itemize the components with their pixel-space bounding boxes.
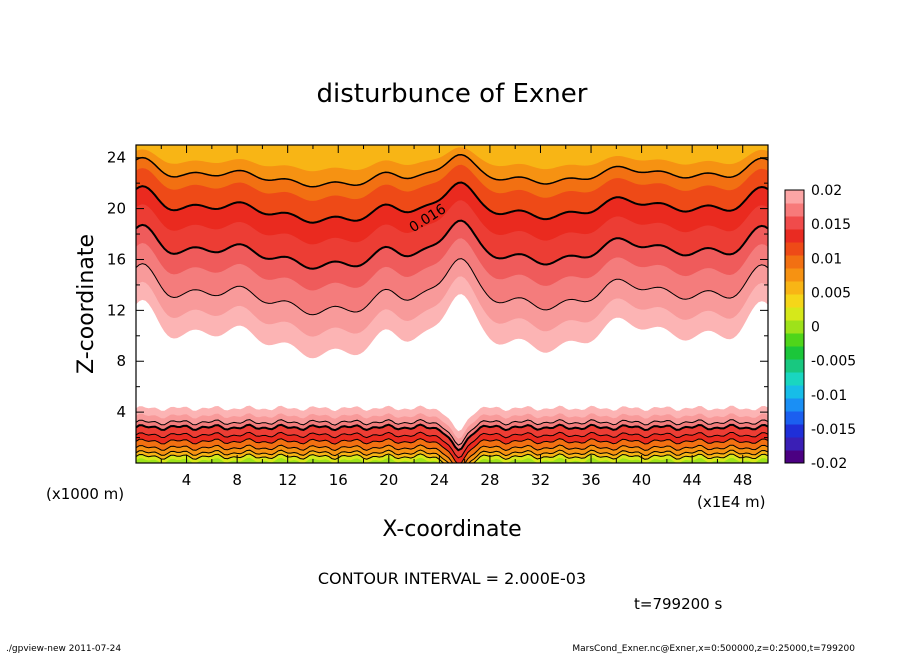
colorbar-label: -0.005 xyxy=(811,354,856,370)
x-unit-right: (x1E4 m) xyxy=(697,493,766,511)
x-tick-label: 28 xyxy=(480,471,499,489)
colorbar-swatch xyxy=(785,242,804,256)
x-tick-label: 40 xyxy=(632,471,651,489)
contour-line-lower xyxy=(136,418,768,446)
colorbar-swatch xyxy=(785,203,804,217)
x-axis-label: X-coordinate xyxy=(382,517,521,542)
contour-line-lower xyxy=(136,453,768,463)
colorbar-label: -0.01 xyxy=(811,388,847,404)
x-tick-label: 12 xyxy=(278,471,297,489)
colorbar-swatch xyxy=(785,281,804,295)
colorbar-label: 0.02 xyxy=(811,183,842,199)
x-tick-label: 8 xyxy=(232,471,242,489)
x-tick-label: 20 xyxy=(379,471,398,489)
colorbar-label: 0 xyxy=(811,320,820,336)
colorbar-swatch xyxy=(785,437,804,451)
x-tick-label: 24 xyxy=(430,471,449,489)
y-axis-ticks: 4 8 12 16 20 24 xyxy=(107,149,768,439)
contour-bands xyxy=(136,145,768,463)
y-tick-label: 12 xyxy=(107,301,126,319)
colorbar-label: 0.01 xyxy=(811,251,842,267)
colorbar-swatch xyxy=(785,307,804,321)
y-tick-label: 4 xyxy=(116,403,126,421)
contour-line xyxy=(136,258,768,316)
chart-title: disturbunce of Exner xyxy=(317,79,588,109)
colorbar-swatch xyxy=(785,398,804,412)
y-tick-label: 8 xyxy=(116,352,126,370)
contour-line xyxy=(136,219,768,270)
colorbar-swatch xyxy=(785,216,804,230)
colorbar-swatch xyxy=(785,346,804,360)
colorbar-swatch xyxy=(785,229,804,243)
y-axis-label: Z-coordinate xyxy=(74,234,99,374)
colorbar-swatch xyxy=(785,190,804,204)
x-unit-left: (x1000 m) xyxy=(46,485,124,503)
x-tick-label: 44 xyxy=(683,471,702,489)
colorbar-swatch xyxy=(785,424,804,438)
colorbar-label: -0.015 xyxy=(811,422,856,438)
footer-right: MarsCond_Exner.nc@Exner,x=0:500000,z=0:2… xyxy=(572,644,855,654)
contour-line-lower xyxy=(136,438,768,463)
x-axis-ticks: 4 8 12 16 20 24 28 32 36 40 44 48 xyxy=(160,145,752,489)
contour-line-lower xyxy=(136,444,768,463)
colorbar-swatch xyxy=(785,255,804,269)
contour-band xyxy=(136,145,768,172)
x-tick-label: 36 xyxy=(581,471,600,489)
contour-lines xyxy=(136,153,768,463)
colorbar-swatch xyxy=(785,333,804,347)
y-tick-label: 20 xyxy=(107,200,126,218)
time-text: t=799200 s xyxy=(634,595,722,613)
contour-line-lower xyxy=(136,449,768,463)
plot-area xyxy=(136,145,768,463)
x-tick-label: 48 xyxy=(733,471,752,489)
contour-line xyxy=(136,181,768,224)
colorbar-label: -0.02 xyxy=(811,456,847,472)
contour-interval-text: CONTOUR INTERVAL = 2.000E-03 xyxy=(318,569,586,588)
colorbar-label: 0.015 xyxy=(811,217,851,233)
colorbar-swatch xyxy=(785,385,804,399)
colorbar-swatch xyxy=(785,294,804,308)
contour-line xyxy=(136,153,768,188)
colorbar-swatch xyxy=(785,320,804,334)
colorbar-swatch xyxy=(785,411,804,425)
x-tick-label: 4 xyxy=(182,471,192,489)
contour-band-lower xyxy=(136,457,768,463)
contour-line-lower xyxy=(136,423,768,452)
x-tick-label: 16 xyxy=(329,471,348,489)
contour-line-lower xyxy=(136,431,768,459)
y-tick-label: 16 xyxy=(107,250,126,268)
colorbar-swatch xyxy=(785,268,804,282)
colorbar-label: 0.005 xyxy=(811,285,851,301)
x-tick-label: 32 xyxy=(531,471,550,489)
colorbar: 0.02 0.015 0.01 0.005 0 -0.005 -0.01 -0.015 -0.0… xyxy=(784,183,856,472)
plot-frame xyxy=(135,144,769,464)
colorbar-swatch xyxy=(785,372,804,386)
y-tick-label: 24 xyxy=(107,149,126,167)
colorbar-swatch xyxy=(785,359,804,373)
footer-left: ./gpview-new 2011-07-24 xyxy=(6,644,121,654)
colorbar-swatch xyxy=(785,450,804,464)
